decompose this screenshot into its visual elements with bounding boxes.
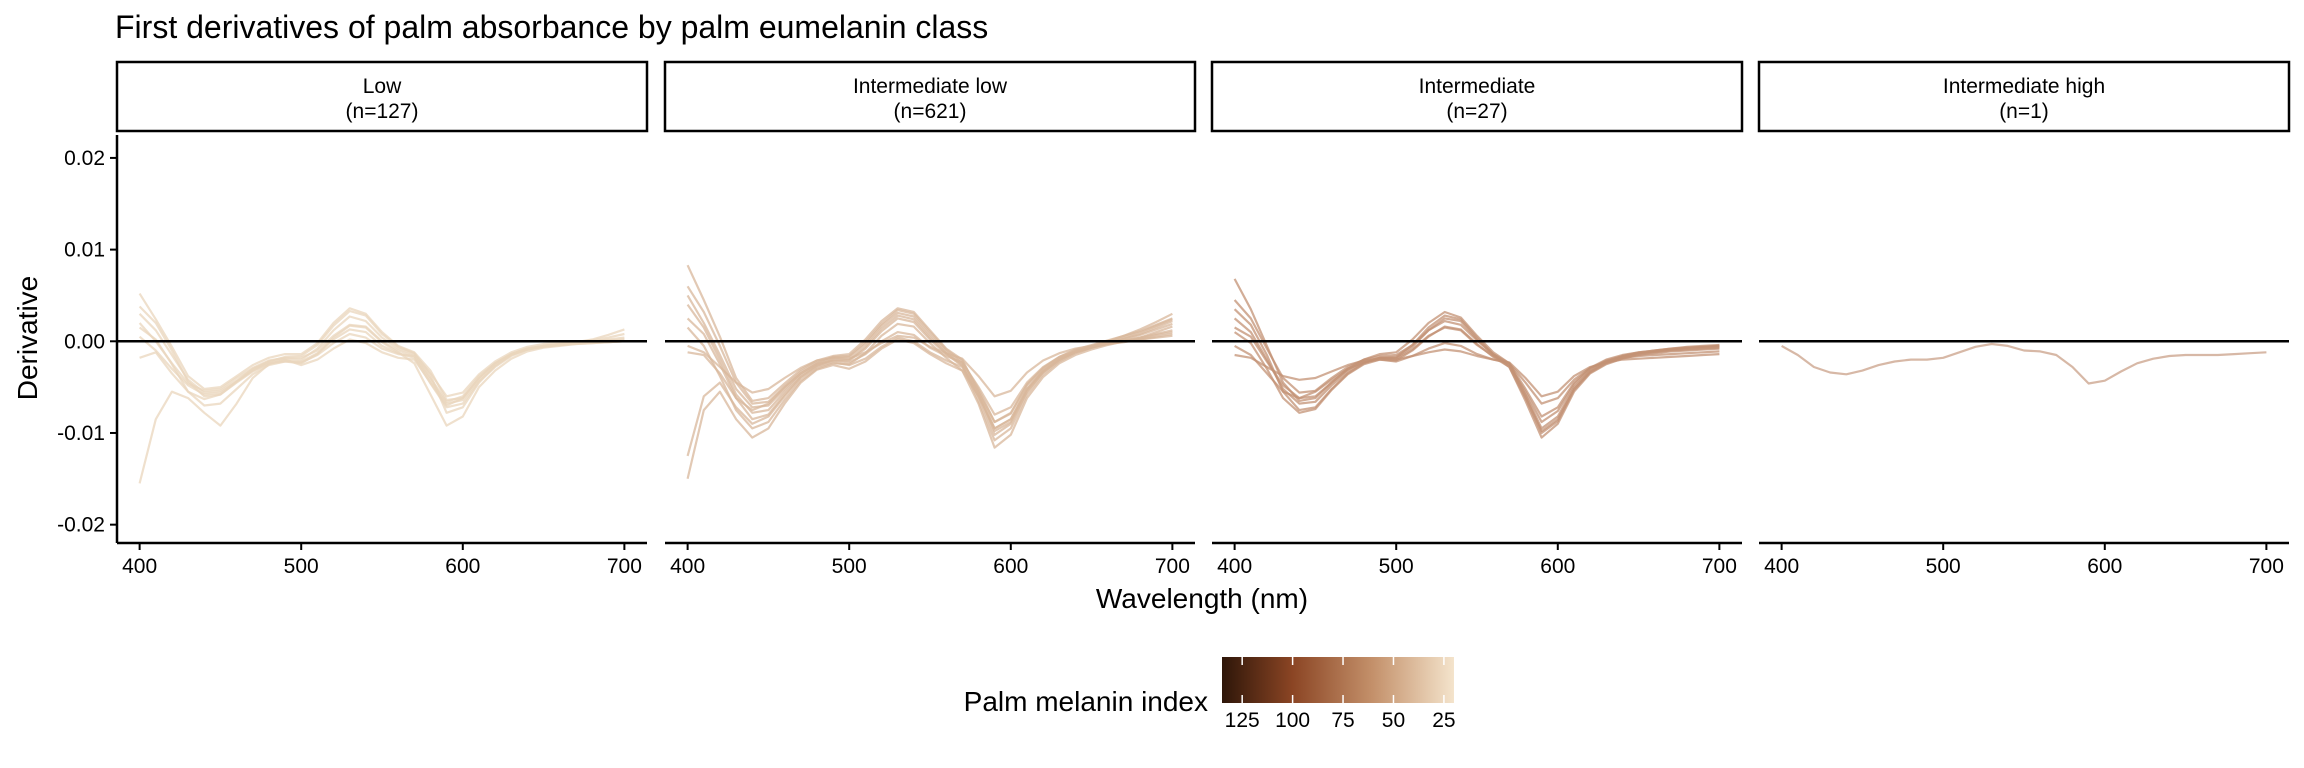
legend-ticks: 125 100 75 50 25 bbox=[1225, 657, 1456, 732]
legend-colorbar bbox=[1222, 657, 1454, 703]
x-tick-label: 600 bbox=[1540, 555, 1575, 578]
x-tick-label: 400 bbox=[1217, 555, 1252, 578]
series-line bbox=[686, 322, 1173, 449]
facet-panel: Intermediate high(n=1) 400 500 600 700 bbox=[1757, 60, 2291, 578]
x-tick-label: 500 bbox=[1379, 555, 1414, 578]
x-tick-label: 400 bbox=[122, 555, 157, 578]
facet-count: (n=27) bbox=[1446, 100, 1507, 123]
facet-panel: Intermediate low(n=621) 400 500 600 700 bbox=[663, 60, 1197, 578]
facet-strip bbox=[115, 60, 649, 133]
legend-tick-label: 50 bbox=[1382, 709, 1405, 732]
series-line bbox=[138, 313, 625, 398]
x-tick-label: 700 bbox=[1155, 555, 1190, 578]
x-tick-label: 400 bbox=[670, 555, 705, 578]
x-tick-label: 500 bbox=[832, 555, 867, 578]
color-legend: Palm melanin index 125 100 75 50 25 bbox=[964, 657, 1456, 732]
facet-count: (n=127) bbox=[346, 100, 419, 123]
y-tick-label: 0.01 bbox=[64, 239, 105, 262]
facet-panel: Intermediate(n=27) 400 500 600 700 bbox=[1210, 60, 1744, 578]
facet-count: (n=621) bbox=[894, 100, 967, 123]
legend-tick-label: 100 bbox=[1275, 709, 1310, 732]
x-tick-label: 600 bbox=[445, 555, 480, 578]
y-tick-label: 0.00 bbox=[64, 330, 105, 353]
x-tick-label: 400 bbox=[1764, 555, 1799, 578]
facet-panel: Low(n=127) 400 500 600 700 bbox=[115, 60, 649, 578]
legend-tick-label: 125 bbox=[1225, 709, 1260, 732]
legend-tick-label: 25 bbox=[1432, 709, 1455, 732]
series-line bbox=[1781, 342, 2267, 385]
series-line bbox=[138, 338, 625, 484]
y-tick-label: -0.01 bbox=[57, 422, 105, 445]
legend-title: Palm melanin index bbox=[964, 686, 1208, 717]
facet-strip bbox=[663, 60, 1197, 133]
x-tick-label: 500 bbox=[1926, 555, 1961, 578]
facet-strip bbox=[1757, 60, 2291, 133]
x-tick-label: 600 bbox=[993, 555, 1028, 578]
y-tick-label: -0.02 bbox=[57, 514, 105, 537]
x-tick-label: 700 bbox=[2249, 555, 2284, 578]
y-axis: -0.02 -0.01 0.00 0.01 0.02 bbox=[57, 135, 119, 543]
x-tick-label: 700 bbox=[607, 555, 642, 578]
series-line bbox=[1233, 308, 1720, 439]
facet-strip bbox=[1210, 60, 1744, 133]
series-line bbox=[1233, 325, 1720, 435]
series-line bbox=[686, 329, 1173, 457]
x-tick-label: 500 bbox=[284, 555, 319, 578]
y-axis-label: Derivative bbox=[12, 276, 43, 400]
y-tick-label: 0.02 bbox=[64, 147, 105, 170]
x-tick-label: 600 bbox=[2087, 555, 2122, 578]
series-line bbox=[1233, 314, 1720, 433]
facet-label: Intermediate high bbox=[1943, 75, 2105, 98]
facet-label: Low bbox=[363, 75, 402, 98]
x-axis-label: Wavelength (nm) bbox=[1096, 583, 1308, 614]
legend-tick-label: 75 bbox=[1331, 709, 1354, 732]
chart-title: First derivatives of palm absorbance by … bbox=[115, 9, 988, 45]
facet-count: (n=1) bbox=[1999, 100, 2049, 123]
series-line bbox=[1234, 348, 1720, 398]
facet-label: Intermediate low bbox=[853, 75, 1008, 98]
facet-label: Intermediate bbox=[1419, 75, 1536, 98]
x-tick-label: 700 bbox=[1702, 555, 1737, 578]
series-line bbox=[138, 305, 625, 414]
